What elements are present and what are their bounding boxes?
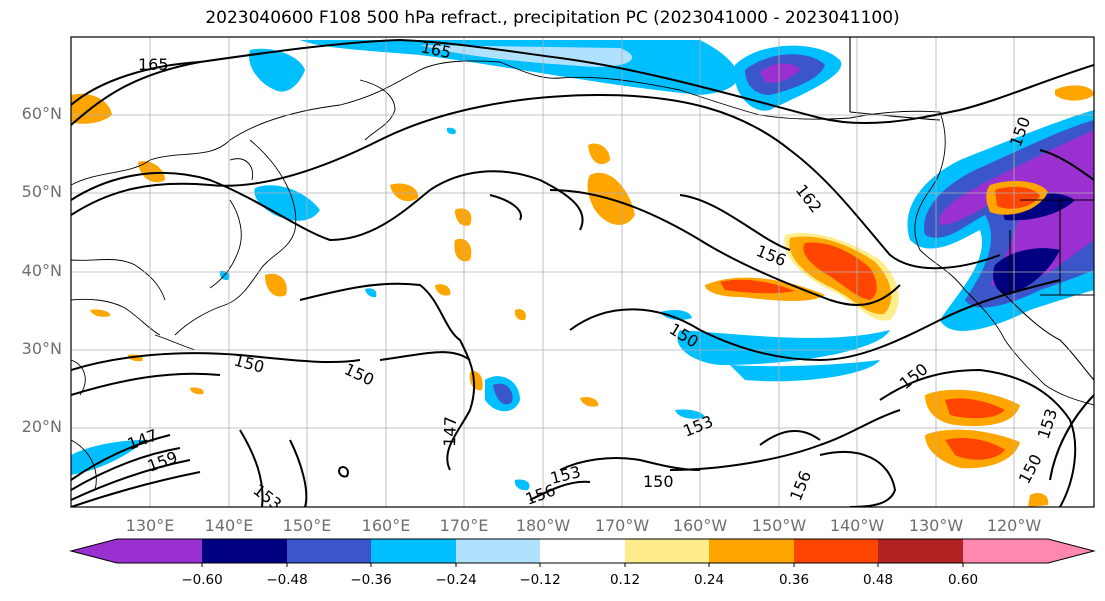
lon-label: 160°W (672, 516, 728, 535)
colorbar-bin (709, 539, 794, 563)
colorbar (69, 538, 1096, 567)
colorbar-tick-label: −0.48 (266, 572, 308, 588)
colorbar-tick-label: 0.48 (862, 572, 894, 588)
colorbar-bin (287, 539, 371, 563)
colorbar-bin (963, 539, 1048, 563)
colorbar-tick-label: 0.12 (609, 572, 641, 588)
lon-label: 160°E (361, 516, 411, 535)
colorbar-tick-label: 0.24 (693, 572, 725, 588)
lat-label: 50°N (21, 182, 62, 201)
colorbar-bin (540, 539, 625, 563)
colorbar-tick-label: −0.12 (519, 572, 561, 588)
colorbar-bin (625, 539, 709, 563)
colorbar-bin (202, 539, 287, 563)
colorbar-tick-label: −0.36 (350, 572, 392, 588)
lon-label: 150°E (282, 516, 332, 535)
map-frame (70, 36, 1095, 508)
colorbar-bin (456, 539, 540, 563)
colorbar-tick-label: −0.24 (435, 572, 477, 588)
lon-label: 130°E (125, 516, 175, 535)
contour-label: 150 (643, 472, 674, 491)
lon-label: 170°W (594, 516, 650, 535)
positive-anomaly-shading (71, 85, 1094, 507)
lon-label: 180°W (515, 516, 571, 535)
borders (849, 37, 1094, 381)
lon-label: 130°W (908, 516, 964, 535)
lon-label: 120°W (986, 516, 1042, 535)
contour-label: 147 (440, 416, 460, 447)
colorbar-bin (117, 539, 202, 563)
colorbar-tick-label: −0.60 (181, 572, 223, 588)
lat-label: 20°N (21, 417, 62, 436)
colorbar-bin (371, 539, 456, 563)
contour-label: 165 (138, 55, 169, 74)
map-title: 2023040600 F108 500 hPa refract., precip… (205, 8, 900, 28)
lat-label: 60°N (21, 104, 62, 123)
colorbar-tick-label: 0.36 (778, 572, 810, 588)
colorbar-min-extension (71, 539, 117, 563)
lon-label: 140°E (204, 516, 254, 535)
lon-label: 150°W (751, 516, 807, 535)
colorbar-max-extension (1048, 539, 1094, 563)
graticule (71, 37, 1094, 507)
lat-label: 40°N (21, 261, 62, 280)
colorbar-tick-label: 0.60 (947, 572, 979, 588)
lat-label: 30°N (21, 339, 62, 358)
lon-label: 170°E (439, 516, 489, 535)
coastlines (71, 60, 1094, 491)
colorbar-bin (878, 539, 963, 563)
lon-label: 140°W (829, 516, 885, 535)
colorbar-bin (794, 539, 878, 563)
refractivity-contours (71, 38, 1094, 507)
